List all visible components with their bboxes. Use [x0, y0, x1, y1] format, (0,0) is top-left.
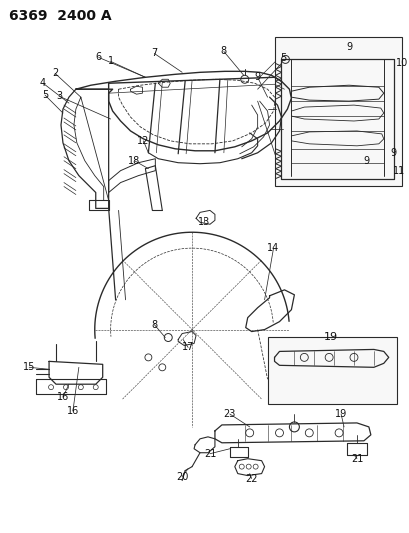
- Text: 7: 7: [151, 49, 157, 59]
- Text: 19: 19: [323, 332, 337, 342]
- Text: 21: 21: [350, 454, 362, 464]
- Text: 3: 3: [56, 91, 62, 101]
- Text: 23: 23: [223, 409, 236, 419]
- Bar: [274, 37, 401, 185]
- Text: 9: 9: [254, 72, 260, 82]
- Text: 18: 18: [128, 156, 140, 166]
- Text: 10: 10: [395, 59, 407, 68]
- Text: 17: 17: [182, 342, 194, 352]
- Text: 22: 22: [245, 473, 257, 483]
- Text: 14: 14: [267, 243, 279, 253]
- Text: 8: 8: [220, 46, 226, 56]
- Text: 9: 9: [363, 156, 369, 166]
- Text: 5: 5: [280, 53, 286, 63]
- Text: 21: 21: [203, 449, 216, 459]
- Text: 4: 4: [40, 78, 46, 88]
- Text: 19: 19: [334, 409, 346, 419]
- Text: 6: 6: [95, 52, 101, 62]
- Text: 5: 5: [42, 90, 48, 100]
- Text: 6369  2400 A: 6369 2400 A: [9, 9, 112, 23]
- Text: 9: 9: [345, 43, 351, 52]
- Text: 11: 11: [391, 166, 404, 176]
- Text: 2: 2: [52, 68, 58, 78]
- Text: 1: 1: [107, 56, 113, 67]
- Text: 15: 15: [23, 362, 35, 373]
- Text: 8: 8: [151, 320, 157, 329]
- Text: 13: 13: [198, 217, 210, 227]
- Text: 9: 9: [390, 148, 396, 158]
- Bar: [267, 336, 396, 404]
- Text: 16: 16: [67, 406, 79, 416]
- Text: 12: 12: [137, 136, 149, 146]
- Text: 20: 20: [175, 472, 188, 482]
- Text: 16: 16: [57, 392, 69, 402]
